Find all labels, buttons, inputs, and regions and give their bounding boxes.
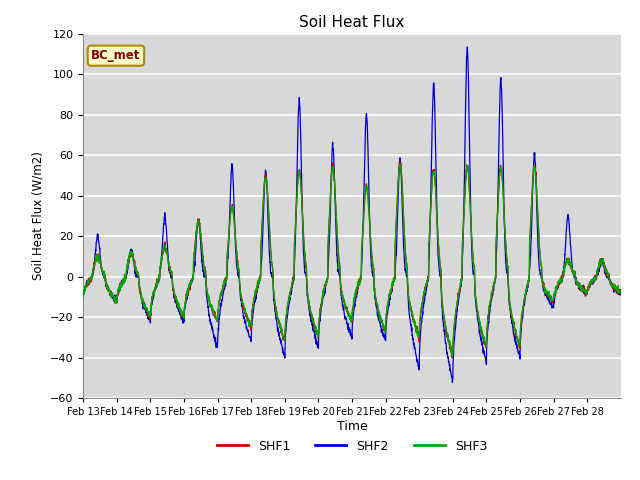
SHF1 — [545, 292, 552, 298]
X-axis label: Time: Time — [337, 420, 367, 433]
SHF2 — [609, 284, 617, 289]
Line: SHF1: SHF1 — [83, 162, 621, 358]
SHF2 — [514, 348, 522, 354]
Text: BC_met: BC_met — [92, 49, 141, 62]
SHF3 — [79, 295, 87, 301]
Y-axis label: Soil Heat Flux (W/m2): Soil Heat Flux (W/m2) — [31, 152, 44, 280]
Title: Soil Heat Flux: Soil Heat Flux — [300, 15, 404, 30]
SHF2 — [384, 308, 392, 314]
SHF1 — [617, 287, 625, 293]
SHF2 — [133, 274, 141, 280]
SHF3 — [449, 354, 456, 360]
SHF3 — [609, 284, 617, 290]
SHF2 — [249, 313, 257, 319]
SHF3 — [514, 339, 522, 345]
SHF1 — [133, 269, 141, 275]
SHF1 — [249, 301, 257, 307]
SHF1 — [79, 291, 87, 297]
SHF1 — [449, 355, 456, 361]
SHF3 — [545, 290, 552, 296]
SHF2 — [617, 290, 625, 296]
Legend: SHF1, SHF2, SHF3: SHF1, SHF2, SHF3 — [212, 435, 492, 458]
SHF1 — [609, 284, 617, 290]
SHF3 — [617, 289, 625, 295]
Line: SHF3: SHF3 — [83, 164, 621, 357]
SHF2 — [545, 294, 552, 300]
SHF1 — [514, 337, 522, 343]
SHF2 — [463, 44, 471, 50]
SHF2 — [79, 296, 87, 301]
SHF1 — [384, 301, 392, 307]
SHF1 — [396, 159, 404, 165]
SHF2 — [449, 380, 456, 385]
SHF3 — [396, 161, 404, 167]
SHF3 — [384, 301, 392, 307]
Line: SHF2: SHF2 — [83, 47, 621, 383]
SHF3 — [249, 305, 257, 311]
SHF3 — [133, 270, 141, 276]
